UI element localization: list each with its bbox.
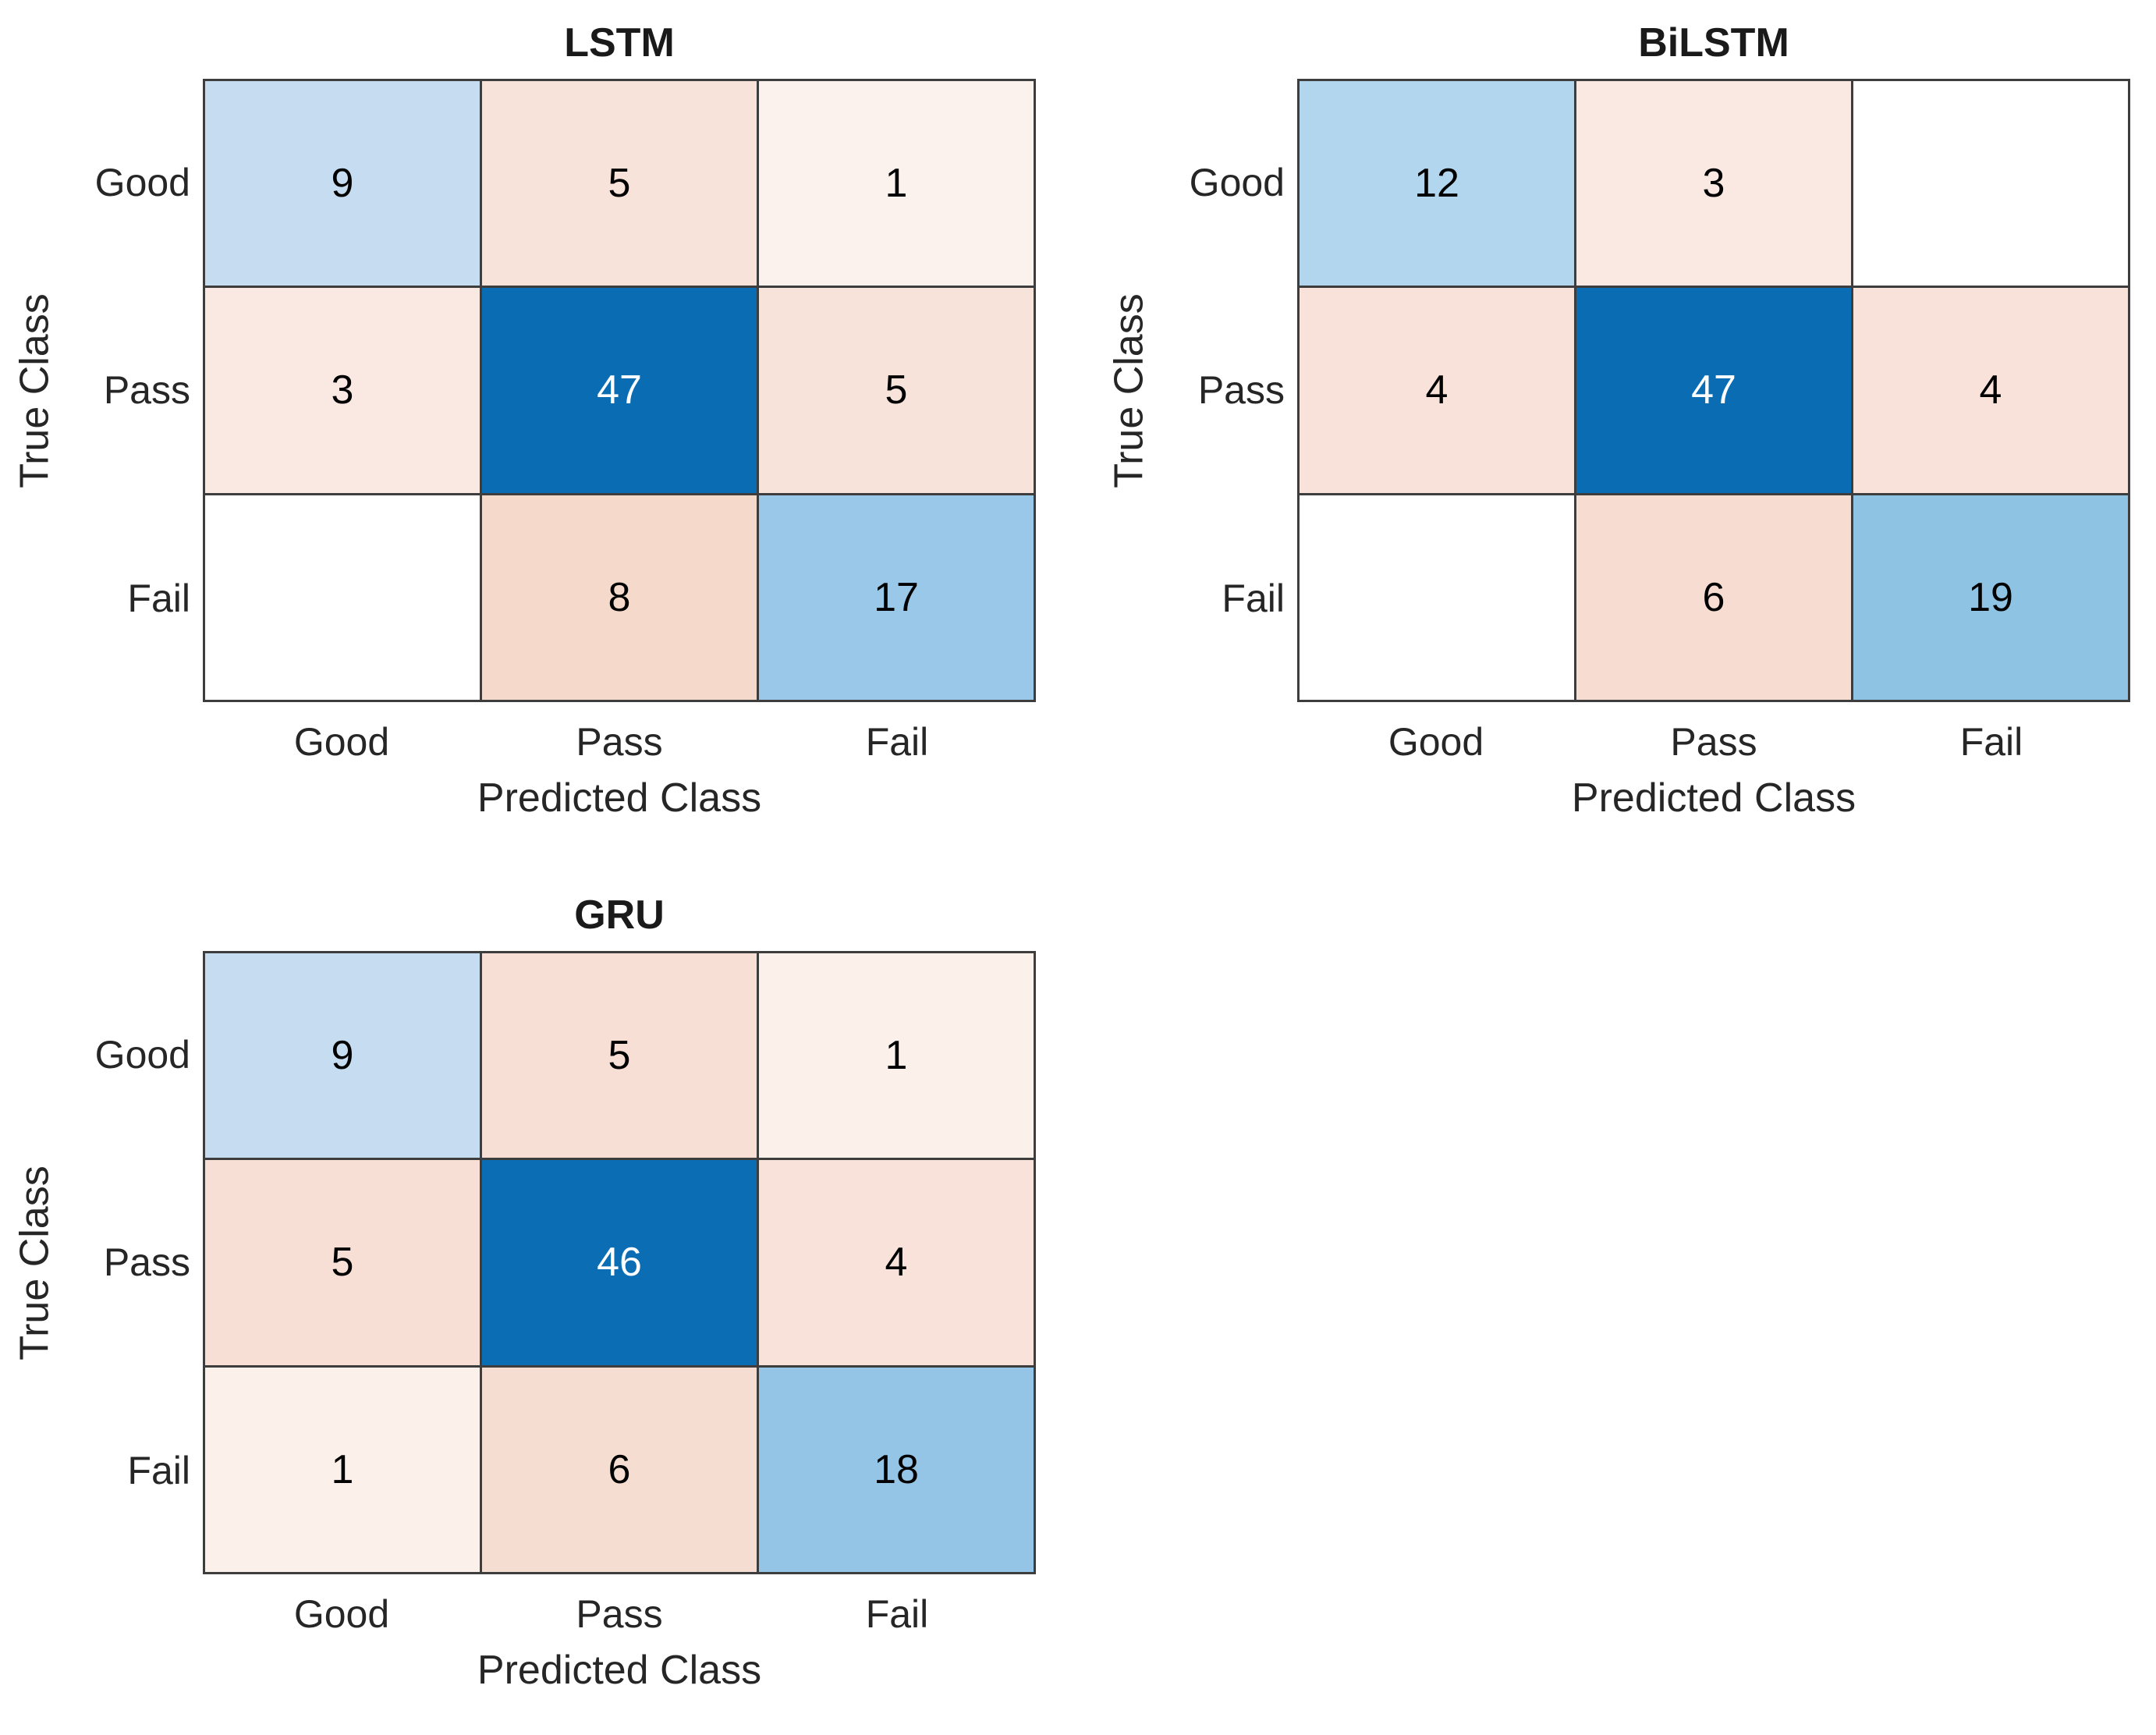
- matrix-cell: 1: [205, 1367, 480, 1572]
- matrix-cell: 1: [759, 81, 1034, 286]
- y-axis-label-text: True Class: [1107, 293, 1152, 488]
- y-tick-labels: Good Pass Fail: [1161, 79, 1285, 702]
- x-tick-label: Pass: [576, 720, 663, 764]
- y-tick-labels: Good Pass Fail: [67, 951, 190, 1574]
- confusion-matrix-bilstm: BiLSTM True Class Good Pass Fail 12 3 4 47 4 6 1…: [1094, 0, 2156, 863]
- matrix-cell: 3: [205, 288, 480, 493]
- matrix-cell: 6: [482, 1367, 757, 1572]
- x-tick-label: Good: [293, 1592, 390, 1636]
- chart-title: BiLSTM: [1638, 20, 1789, 66]
- matrix-cell: 5: [205, 1160, 480, 1365]
- matrix-grid: 9 5 1 3 47 5 8 17: [203, 79, 1036, 702]
- y-tick-label: Pass: [1197, 368, 1285, 413]
- x-axis-label: Predicted Class: [477, 1648, 762, 1693]
- matrix-cell: 9: [205, 953, 480, 1158]
- matrix-cell: 4: [1300, 288, 1574, 493]
- y-axis-label: True Class: [8, 951, 62, 1574]
- x-tick-labels: Good Pass Fail: [203, 718, 1036, 765]
- matrix-cell: 6: [1576, 495, 1851, 700]
- matrix-cell: 12: [1300, 81, 1574, 286]
- y-axis-label: True Class: [1102, 79, 1157, 702]
- matrix-cell: 9: [205, 81, 480, 286]
- confusion-matrix-lstm: LSTM True Class Good Pass Fail 9 5 1 3 47 5 8 17 …: [0, 0, 1084, 863]
- x-tick-label: Fail: [865, 720, 929, 764]
- x-tick-label: Fail: [865, 1592, 929, 1636]
- y-tick-label: Good: [94, 161, 190, 205]
- matrix-cell: 5: [759, 288, 1034, 493]
- y-tick-label: Pass: [103, 368, 190, 413]
- y-tick-labels: Good Pass Fail: [67, 79, 190, 702]
- matrix-grid: 9 5 1 5 46 4 1 6 18: [203, 951, 1036, 1574]
- matrix-cell: 47: [482, 288, 757, 493]
- matrix-cell: 4: [759, 1160, 1034, 1365]
- y-tick-label: Fail: [127, 1448, 190, 1492]
- matrix-cell: 19: [1853, 495, 2128, 700]
- matrix-cell: [205, 495, 480, 700]
- x-tick-labels: Good Pass Fail: [203, 1591, 1036, 1637]
- matrix-cell: 3: [1576, 81, 1851, 286]
- x-axis-label: Predicted Class: [477, 775, 762, 821]
- matrix-cell: 18: [759, 1367, 1034, 1572]
- matrix-cell: 17: [759, 495, 1034, 700]
- x-tick-labels: Good Pass Fail: [1297, 718, 2130, 765]
- x-tick-label: Pass: [576, 1592, 663, 1636]
- matrix-cell: [1300, 495, 1574, 700]
- chart-title: LSTM: [564, 20, 675, 66]
- confusion-matrix-gru: GRU True Class Good Pass Fail 9 5 1 5 46 4 1 6 18 …: [0, 872, 1084, 1735]
- y-tick-label: Fail: [127, 576, 190, 620]
- matrix-cell: 46: [482, 1160, 757, 1365]
- x-axis-label: Predicted Class: [1571, 775, 1856, 821]
- x-tick-label: Good: [293, 720, 390, 764]
- x-tick-label: Pass: [1670, 720, 1757, 764]
- matrix-cell: 1: [759, 953, 1034, 1158]
- y-tick-label: Pass: [103, 1240, 190, 1285]
- y-axis-label-text: True Class: [12, 293, 58, 488]
- x-tick-label: Good: [1388, 720, 1484, 764]
- y-tick-label: Good: [1189, 161, 1285, 205]
- y-axis-label: True Class: [8, 79, 62, 702]
- matrix-cell: 8: [482, 495, 757, 700]
- y-tick-label: Good: [94, 1033, 190, 1077]
- matrix-cell: 5: [482, 81, 757, 286]
- matrix-cell: 47: [1576, 288, 1851, 493]
- x-tick-label: Fail: [1959, 720, 2023, 764]
- matrix-cell: [1853, 81, 2128, 286]
- y-tick-label: Fail: [1222, 576, 1285, 620]
- chart-title: GRU: [574, 892, 665, 938]
- matrix-cell: 4: [1853, 288, 2128, 493]
- matrix-cell: 5: [482, 953, 757, 1158]
- y-axis-label-text: True Class: [12, 1165, 58, 1361]
- matrix-grid: 12 3 4 47 4 6 19: [1297, 79, 2130, 702]
